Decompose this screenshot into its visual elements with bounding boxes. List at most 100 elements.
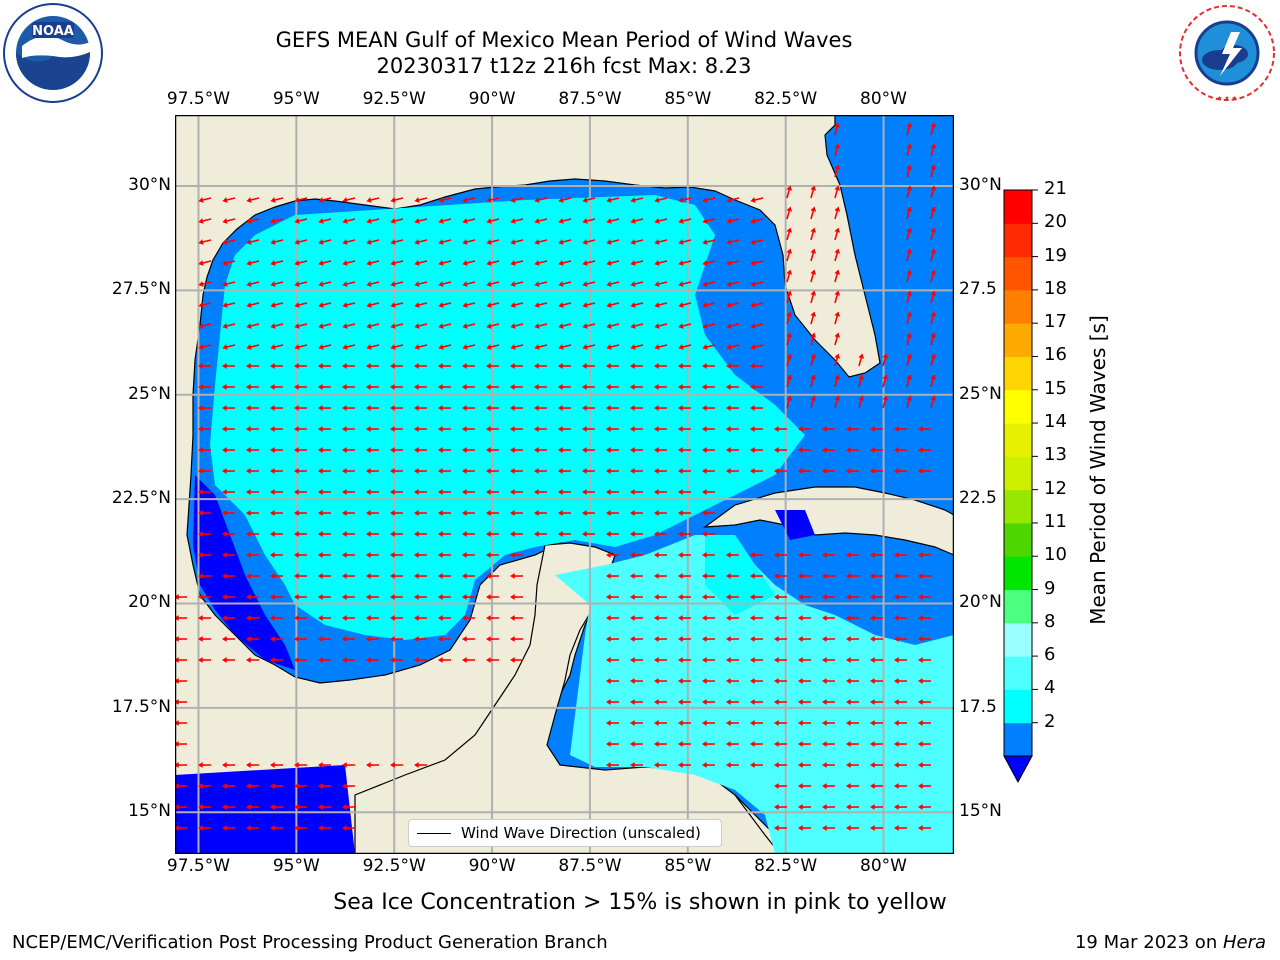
wind-wave-arrowhead bbox=[846, 741, 851, 747]
wind-wave-arrow bbox=[322, 239, 332, 243]
wind-wave-arrowhead bbox=[726, 302, 732, 308]
wind-wave-arrowhead bbox=[630, 594, 635, 600]
wind-wave-arrowhead bbox=[366, 218, 372, 224]
wind-wave-arrowhead bbox=[726, 657, 731, 663]
wind-wave-arrow bbox=[202, 302, 212, 306]
wind-wave-arrowhead bbox=[510, 489, 515, 495]
wind-wave-arrowhead bbox=[606, 636, 611, 642]
wind-wave-arrow bbox=[610, 239, 620, 243]
wind-wave-arrow bbox=[394, 281, 404, 285]
wind-wave-arrowhead bbox=[246, 762, 251, 768]
wind-wave-arrowhead bbox=[486, 302, 492, 308]
wind-wave-arrowhead bbox=[726, 323, 732, 329]
wind-wave-arrowhead bbox=[342, 323, 348, 329]
wind-wave-arrowhead bbox=[222, 615, 227, 621]
wind-wave-arrowhead bbox=[510, 447, 515, 453]
wind-wave-arrowhead bbox=[606, 762, 611, 768]
wind-wave-arrowhead bbox=[894, 552, 899, 558]
wind-wave-arrow bbox=[930, 210, 935, 220]
wind-wave-arrow bbox=[834, 399, 839, 409]
lat-tick-right: 25°N bbox=[959, 383, 1002, 404]
wind-wave-arrowhead bbox=[198, 552, 203, 558]
wind-wave-arrow bbox=[786, 378, 791, 388]
wind-wave-arrowhead bbox=[342, 302, 348, 308]
wind-wave-arrow bbox=[514, 344, 524, 348]
wind-wave-arrowhead bbox=[222, 825, 227, 831]
wind-wave-arrowhead bbox=[846, 762, 851, 768]
lon-tick-top: 92.5°W bbox=[362, 89, 426, 109]
wind-wave-arrowhead bbox=[510, 552, 515, 558]
wind-wave-arrowhead bbox=[486, 260, 492, 266]
wind-wave-arrow bbox=[634, 302, 644, 306]
wind-wave-arrow bbox=[274, 218, 284, 222]
wind-wave-arrowhead bbox=[930, 143, 937, 149]
wind-wave-arrowhead bbox=[654, 552, 659, 558]
wind-wave-arrowhead bbox=[582, 197, 588, 203]
colorbar-tick-label: 18 bbox=[1044, 277, 1067, 299]
wind-wave-arrowhead bbox=[222, 510, 227, 516]
wind-wave-arrow bbox=[658, 218, 668, 222]
wind-wave-arrowhead bbox=[270, 804, 275, 810]
wind-wave-arrowhead bbox=[366, 426, 371, 432]
wind-wave-arrow bbox=[322, 197, 332, 201]
wind-wave-arrow bbox=[418, 218, 428, 222]
wind-wave-arrowhead bbox=[654, 741, 659, 747]
colorbar-segment bbox=[1004, 190, 1032, 224]
wind-wave-arrowhead bbox=[462, 573, 467, 579]
wind-wave-arrowhead bbox=[582, 405, 587, 411]
wind-wave-arrow bbox=[466, 323, 476, 327]
wind-wave-arrowhead bbox=[834, 143, 841, 149]
colorbar bbox=[1000, 186, 1060, 786]
wind-wave-arrowhead bbox=[174, 657, 179, 663]
colorbar-tick-label: 2 bbox=[1044, 710, 1056, 732]
wind-wave-arrow bbox=[466, 218, 476, 222]
wind-wave-arrow bbox=[658, 197, 668, 201]
wind-wave-arrowhead bbox=[870, 615, 875, 621]
wind-wave-arrowhead bbox=[930, 227, 937, 233]
wind-wave-arrowhead bbox=[438, 489, 443, 495]
wind-wave-arrow bbox=[730, 218, 740, 222]
wind-wave-arrow bbox=[394, 344, 404, 348]
wind-wave-arrow bbox=[250, 218, 260, 222]
wind-wave-arrowhead bbox=[582, 384, 587, 390]
wind-wave-arrow bbox=[906, 294, 911, 304]
wind-wave-arrowhead bbox=[678, 239, 684, 245]
wind-wave-arrowhead bbox=[582, 447, 587, 453]
wind-wave-arrowhead bbox=[222, 384, 227, 390]
wind-wave-arrowhead bbox=[510, 405, 515, 411]
wind-wave-arrowhead bbox=[678, 344, 684, 350]
wind-wave-arrow bbox=[394, 323, 404, 327]
wind-wave-arrowhead bbox=[438, 384, 443, 390]
wind-wave-arrowhead bbox=[486, 281, 492, 287]
wind-wave-arrowhead bbox=[462, 636, 467, 642]
wind-wave-arrowhead bbox=[294, 489, 299, 495]
wind-wave-arrowhead bbox=[630, 489, 635, 495]
wind-wave-arrowhead bbox=[318, 636, 323, 642]
wind-wave-arrow bbox=[610, 281, 620, 285]
wind-wave-arrowhead bbox=[390, 405, 395, 411]
wind-wave-arrow bbox=[586, 197, 596, 201]
wind-wave-arrowhead bbox=[702, 594, 707, 600]
wind-wave-arrowhead bbox=[486, 594, 491, 600]
map-title: GEFS MEAN Gulf of Mexico Mean Period of … bbox=[275, 28, 853, 52]
wind-wave-arrowhead bbox=[222, 552, 227, 558]
wind-wave-arrowhead bbox=[726, 573, 731, 579]
wind-wave-arrowhead bbox=[558, 197, 564, 203]
wind-wave-arrowhead bbox=[930, 122, 937, 128]
wind-wave-arrowhead bbox=[198, 260, 204, 266]
wind-wave-arrowhead bbox=[918, 699, 923, 705]
wind-wave-arrowhead bbox=[846, 594, 851, 600]
wind-wave-arrowhead bbox=[798, 741, 803, 747]
wind-wave-arrowhead bbox=[702, 218, 708, 224]
wind-wave-arrowhead bbox=[810, 311, 817, 317]
wind-wave-arrowhead bbox=[906, 269, 913, 275]
wind-wave-arrow bbox=[514, 302, 524, 306]
wind-wave-arrowhead bbox=[774, 804, 779, 810]
wind-wave-arrowhead bbox=[726, 260, 732, 266]
wind-wave-arrowhead bbox=[702, 678, 707, 684]
wind-wave-arrowhead bbox=[654, 615, 659, 621]
wind-wave-arrow bbox=[834, 210, 839, 220]
wind-wave-arrowhead bbox=[930, 248, 937, 254]
lon-tick-top: 90°W bbox=[468, 89, 516, 109]
wind-wave-arrow bbox=[810, 336, 815, 346]
